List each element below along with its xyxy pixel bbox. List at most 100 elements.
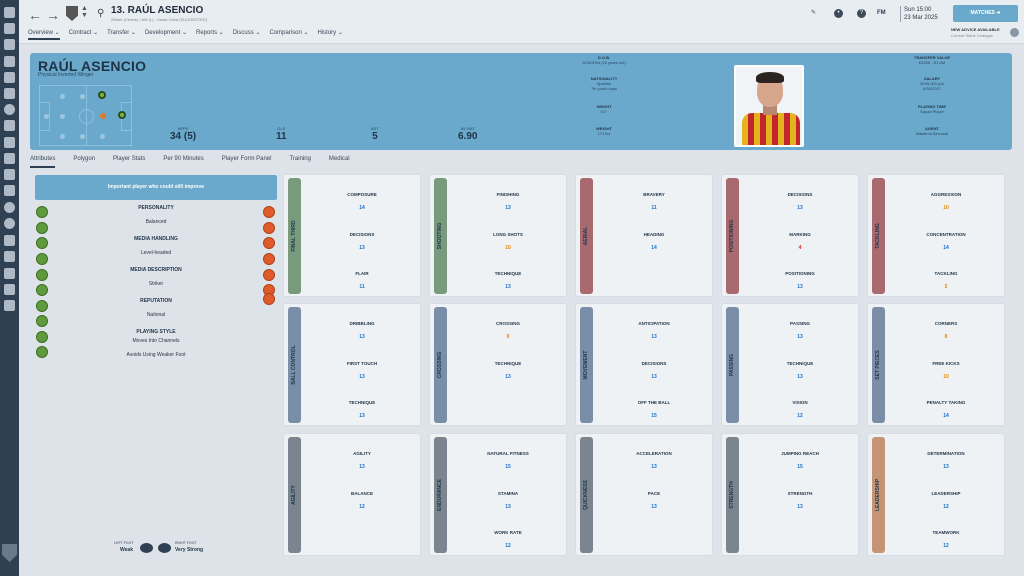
assistant-avatar-icon[interactable] [1010, 28, 1019, 37]
attribute-item[interactable]: VISION 12 [740, 400, 860, 419]
attribute-item[interactable]: LONG SHOTS 10 [448, 232, 568, 251]
finance-icon[interactable] [4, 251, 15, 262]
position-dot [60, 114, 65, 119]
attribute-item[interactable]: STAMINA 13 [448, 491, 568, 510]
attribute-item[interactable]: FINISHING 13 [448, 192, 568, 211]
magnifier-icon[interactable]: ⚲ [97, 8, 105, 19]
category-label: BALL CONTROL [291, 345, 297, 385]
attribute-item[interactable]: CROSSING 9 [448, 321, 568, 340]
search-icon[interactable] [4, 202, 15, 213]
attribute-item[interactable]: WORK RATE 12 [448, 530, 568, 549]
menu-history[interactable]: History ⌄ [317, 30, 343, 36]
attribute-item[interactable]: FLAIR 11 [302, 271, 422, 290]
menu-transfer[interactable]: Transfer ⌄ [107, 30, 136, 36]
forward-arrow-icon[interactable]: → [46, 7, 60, 23]
category-label: TACKLING [875, 223, 881, 249]
attribute-item[interactable]: TECHNIQUE 13 [448, 271, 568, 290]
stadium-icon[interactable] [4, 268, 15, 279]
attribute-item[interactable]: DRIBBLING 13 [302, 321, 422, 340]
right-foot-label: RIGHT FOOT [175, 541, 197, 545]
training-icon[interactable] [4, 137, 15, 148]
attribute-item[interactable]: LEADERSHIP 12 [886, 491, 1006, 510]
attribute-item[interactable]: NATURAL FITNESS 15 [448, 451, 568, 470]
squad-icon[interactable] [4, 39, 15, 50]
attribute-item[interactable]: TECHNIQUE 13 [740, 361, 860, 380]
attribute-item[interactable]: ACCELERATION 13 [594, 451, 714, 470]
menu-comparison[interactable]: Comparison ⌄ [269, 30, 309, 36]
left-foot-value: Weak [120, 547, 133, 553]
trophy-icon[interactable] [4, 185, 15, 196]
clipboard-icon[interactable] [4, 56, 15, 67]
matches-button[interactable]: MATCHES ➔ [953, 5, 1018, 22]
attribute-item[interactable]: FIRST TOUCH 13 [302, 361, 422, 380]
attribute-item[interactable]: AGGRESSION 10 [886, 192, 1006, 211]
attribute-item[interactable]: DETERMINATION 13 [886, 451, 1006, 470]
chart-icon[interactable] [4, 284, 15, 295]
advice-notice[interactable]: NEW ADVICE AVAILABLE Current Shirts Chan… [951, 27, 1000, 39]
playing-style-value: Avoids Using Weaker Foot [126, 352, 186, 358]
attribute-item[interactable]: STRENGTH 13 [740, 491, 860, 510]
attribute-item[interactable]: DECISIONS 13 [594, 361, 714, 380]
globe-icon[interactable] [4, 104, 15, 115]
tactics-icon[interactable] [4, 120, 15, 131]
attribute-item[interactable]: BRAVERY 11 [594, 192, 714, 211]
calendar-icon[interactable] [4, 88, 15, 99]
medical-icon[interactable] [4, 153, 15, 164]
date-block[interactable]: Sun 15:00 23 Mar 2025 [900, 6, 938, 22]
attribute-item[interactable]: JUMPING REACH 15 [740, 451, 860, 470]
menu-discuss[interactable]: Discuss ⌄ [232, 30, 261, 36]
tab-player-stats[interactable]: Player Stats [113, 156, 146, 162]
tab-polygon[interactable]: Polygon [73, 156, 96, 162]
club-crest-icon[interactable] [66, 6, 78, 21]
attribute-item[interactable]: FREE KICKS 10 [886, 361, 1006, 380]
tab-attributes[interactable]: Attributes [30, 156, 56, 168]
menu-overview[interactable]: Overview ⌄ [28, 29, 60, 40]
tab-medical[interactable]: Medical [328, 156, 350, 162]
home-icon[interactable] [4, 7, 15, 18]
attribute-item[interactable]: PACE 13 [594, 491, 714, 510]
info-label: TRANSFER VALUE [913, 55, 951, 60]
document-icon[interactable] [4, 72, 15, 83]
attribute-item[interactable]: BALANCE 12 [302, 491, 422, 510]
attribute-item[interactable]: OFF THE BALL 15 [594, 400, 714, 419]
info-value: Spanish [596, 81, 612, 86]
tab-training[interactable]: Training [289, 156, 311, 162]
shield-icon[interactable] [4, 235, 15, 246]
menu-reports[interactable]: Reports ⌄ [196, 30, 224, 36]
attribute-item[interactable]: PENALTY TAKING 14 [886, 400, 1006, 419]
attribute-item[interactable]: HEADING 14 [594, 232, 714, 251]
attribute-item[interactable]: POSITIONING 13 [740, 271, 860, 290]
attribute-item[interactable]: CONCENTRATION 14 [886, 232, 1006, 251]
refresh-icon[interactable] [4, 218, 15, 229]
tab-form-panel[interactable]: Player Form Panel [221, 156, 272, 162]
attribute-item[interactable]: ANTICIPATION 13 [594, 321, 714, 340]
club-crest-icon[interactable] [2, 544, 17, 562]
attribute-item[interactable]: PASSING 13 [740, 321, 860, 340]
attribute-item[interactable]: MARKING 4 [740, 232, 860, 251]
social-icon[interactable]: • [834, 9, 843, 18]
attribute-item[interactable]: COMPOSURE 14 [302, 192, 422, 211]
organisation-icon[interactable] [4, 300, 15, 311]
attribute-item[interactable]: DECISIONS 13 [302, 232, 422, 251]
attribute-item[interactable]: TECHNIQUE 13 [302, 400, 422, 419]
attribute-name: FREE KICKS [932, 361, 960, 366]
club-switch-icon[interactable]: ▲ ▼ [81, 5, 88, 19]
menu-development[interactable]: Development ⌄ [144, 30, 187, 36]
attribute-item[interactable]: DECISIONS 13 [740, 192, 860, 211]
tab-per-90[interactable]: Per 90 Minutes [163, 156, 204, 162]
attribute-item[interactable]: AGILITY 13 [302, 451, 422, 470]
category-label: ENDURANCE [437, 479, 443, 511]
pencil-icon[interactable]: ✎ [810, 10, 817, 16]
position-dot [80, 134, 85, 139]
help-icon[interactable]: ? [857, 9, 866, 18]
fm-logo[interactable]: FM [877, 10, 886, 16]
attribute-item[interactable]: TACKLING 5 [886, 271, 1006, 290]
menu-contract[interactable]: Contract ⌄ [68, 30, 99, 36]
inbox-icon[interactable] [4, 23, 15, 34]
attribute-item[interactable]: CORNERS 8 [886, 321, 1006, 340]
scouting-icon[interactable] [4, 169, 15, 180]
attribute-item[interactable]: TEAMWORK 12 [886, 530, 1006, 549]
attribute-name: AGGRESSION [930, 192, 962, 197]
back-arrow-icon[interactable]: ← [28, 7, 42, 23]
attribute-item[interactable]: TECHNIQUE 13 [448, 361, 568, 380]
